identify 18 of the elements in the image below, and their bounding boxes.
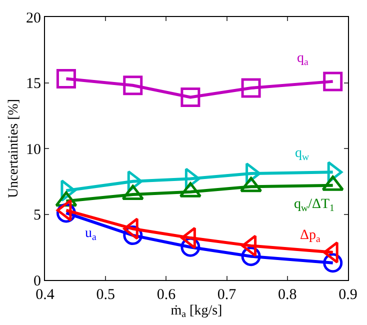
- x-tick-label: 0.6: [156, 287, 176, 303]
- y-axis-title: Uncertainties [%]: [6, 98, 22, 198]
- y-tick-label: 20: [26, 10, 41, 26]
- series-label: q$_{w}$: [295, 146, 310, 163]
- x-tick-label: 0.8: [278, 287, 297, 303]
- series-label: q$_{w}$/ΔT$_{1}$: [294, 197, 335, 214]
- x-tick-label: 0.9: [338, 287, 358, 303]
- x-tick-label: 0.7: [217, 287, 237, 303]
- y-tick-label: 10: [26, 142, 41, 158]
- y-tick-label: 0: [34, 273, 41, 290]
- series-label: Δp$_{a}$: [300, 228, 322, 245]
- x-tick-label: 0.5: [96, 287, 115, 303]
- y-tick-label: 15: [26, 76, 41, 92]
- y-tick-label: 5: [34, 208, 41, 224]
- series-label: u$_{a}$: [85, 226, 97, 243]
- x-tick-label: 0.4: [36, 287, 55, 303]
- series-label: q$_{a}$: [297, 51, 309, 68]
- x-axis-title: ṁ$_{a}$ [kg/s]: [170, 303, 222, 320]
